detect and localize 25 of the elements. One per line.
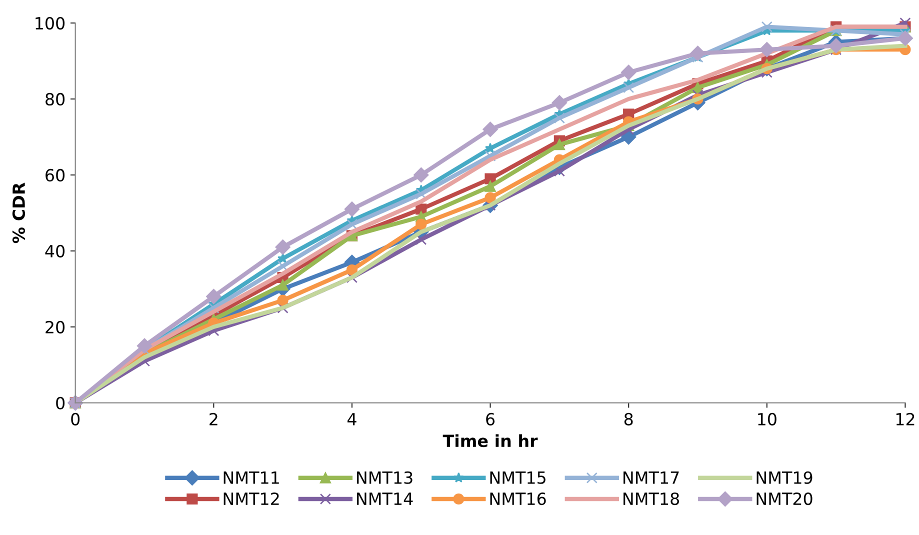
- legend-label: NMT11: [224, 472, 279, 484]
- y-tick-label: 0: [56, 396, 65, 410]
- y-tick-label: 100: [36, 16, 65, 30]
- legend-label: NMT15: [490, 472, 546, 484]
- x-tick-label: 6: [486, 412, 495, 426]
- x-tick-label: 2: [210, 412, 218, 426]
- y-axis-title: % CDR: [12, 182, 26, 244]
- x-tick-label: 12: [896, 412, 914, 426]
- legend-label: NMT18: [624, 492, 679, 506]
- x-tick-label: 10: [758, 412, 776, 426]
- legend-label: NMT19: [756, 471, 812, 484]
- x-tick-label: 8: [624, 412, 633, 426]
- y-tick-label: 40: [45, 244, 65, 258]
- legend-label: NMT20: [756, 492, 812, 506]
- legend-label: NMT13: [357, 471, 412, 484]
- x-tick-label: 4: [347, 413, 356, 426]
- legend-label: NMT14: [357, 492, 413, 505]
- y-tick-label: 80: [46, 92, 65, 106]
- legend-label: NMT16: [490, 492, 546, 506]
- legend-label: NMT17: [624, 472, 679, 484]
- x-tick-label: 0: [71, 412, 80, 426]
- x-axis-title: Time in hr: [442, 434, 538, 448]
- y-tick-label: 20: [46, 320, 65, 334]
- y-tick-label: 60: [46, 168, 65, 182]
- legend-label: NMT12: [224, 492, 279, 505]
